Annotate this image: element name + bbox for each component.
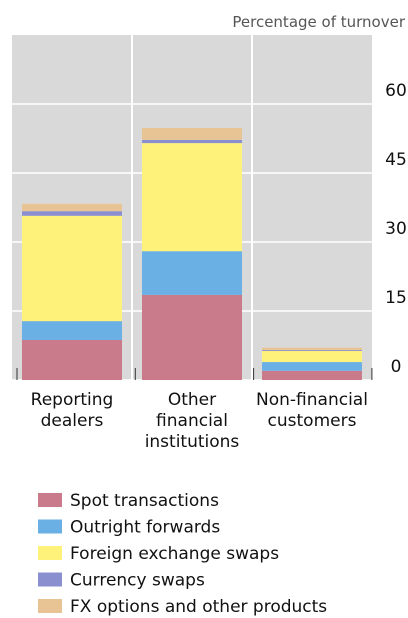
bar-segment [22,203,122,212]
bar-segment [262,350,362,352]
y-tick-label: 45 [385,150,407,170]
legend-swatch [38,519,62,534]
bar-segment [22,321,122,340]
bar-segment [262,370,362,380]
legend-label: Outright forwards [70,518,220,538]
x-tick-label: Other financial institutions [145,390,240,452]
legend-swatch [38,493,62,507]
legend-label: Foreign exchange swaps [70,544,279,564]
y-tick-label: 15 [385,288,407,308]
bar-segment [142,127,242,140]
y-tick-label: 60 [385,81,407,101]
legend-swatch [38,546,62,560]
legend-label: FX options and other products [70,597,327,617]
bar-segment [262,362,362,371]
legend-swatch [38,572,62,587]
x-tick-label: Non-financial customers [256,390,368,431]
legend-swatch [38,599,62,613]
bar-segment [22,211,122,216]
bar-segment [142,139,242,144]
bar-segment [142,294,242,380]
bar-segment [22,339,122,380]
bar-segment [142,251,242,295]
legend-label: Spot transactions [70,491,219,511]
x-tick-label: Reporting dealers [31,390,114,431]
bar-segment [142,143,242,252]
bar-segment [262,351,362,363]
bar-segment [22,215,122,322]
chart-subtitle: Percentage of turnover [232,13,405,31]
legend-label: Currency swaps [70,571,205,591]
bar-segment [262,347,362,351]
y-tick-label: 0 [391,357,402,377]
y-tick-label: 30 [385,219,407,239]
